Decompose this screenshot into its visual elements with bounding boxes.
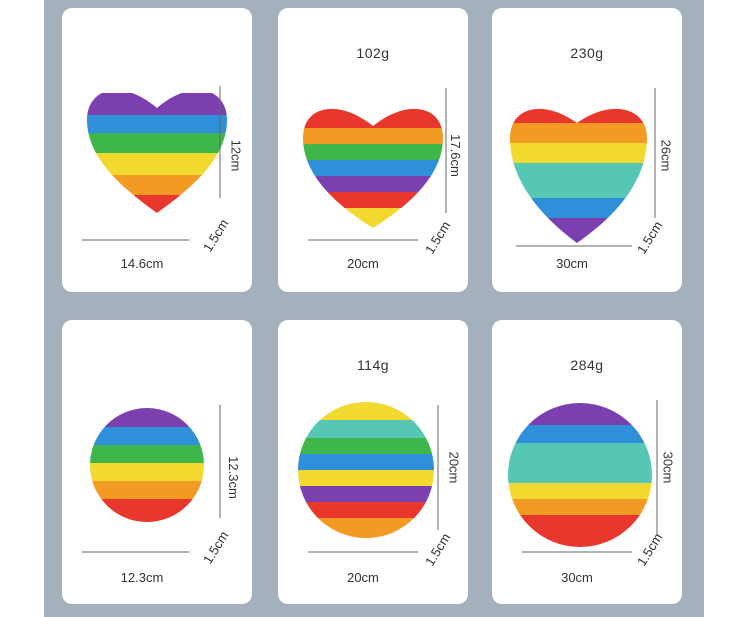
product-card: 102g 20cm 17.6cm 1.5cm [278,8,468,292]
heart-popper-image [303,88,447,241]
width-dimension: 20cm [347,570,379,585]
height-dimension: 26cm [658,139,674,172]
heart-popper-image [510,88,656,247]
width-dimension: 30cm [561,570,593,585]
heart-popper-image [82,86,227,241]
width-dimension: 14.6cm [120,256,164,271]
weight-label: 114g [356,357,390,373]
height-dimension: 17.6cm [447,134,463,177]
circle-popper-image [82,405,221,553]
width-dimension: 30cm [556,256,588,271]
product-card: 12.3cm 12.3cm 1.5cm [62,320,252,604]
height-dimension: 30cm [660,451,676,484]
product-card: 114g 20cm 20cm 1.5cm [278,320,468,604]
product-card: 230g 30cm 26cm 1.5cm [492,8,682,292]
circle-popper-image [508,400,658,553]
weight-label: 230g [570,45,604,61]
weight-label: 102g [356,45,390,61]
height-dimension: 12.3cm [225,456,241,499]
product-card: 284g 30cm 30cm 1.5cm [492,320,682,604]
height-dimension: 20cm [446,451,462,484]
width-dimension: 12.3cm [120,570,164,585]
circle-popper-image [298,402,439,553]
width-dimension: 20cm [347,256,379,271]
product-card: 14.6cm 12cm 1.5cm [62,8,252,292]
weight-label: 284g [570,357,604,373]
height-dimension: 12cm [228,139,244,172]
